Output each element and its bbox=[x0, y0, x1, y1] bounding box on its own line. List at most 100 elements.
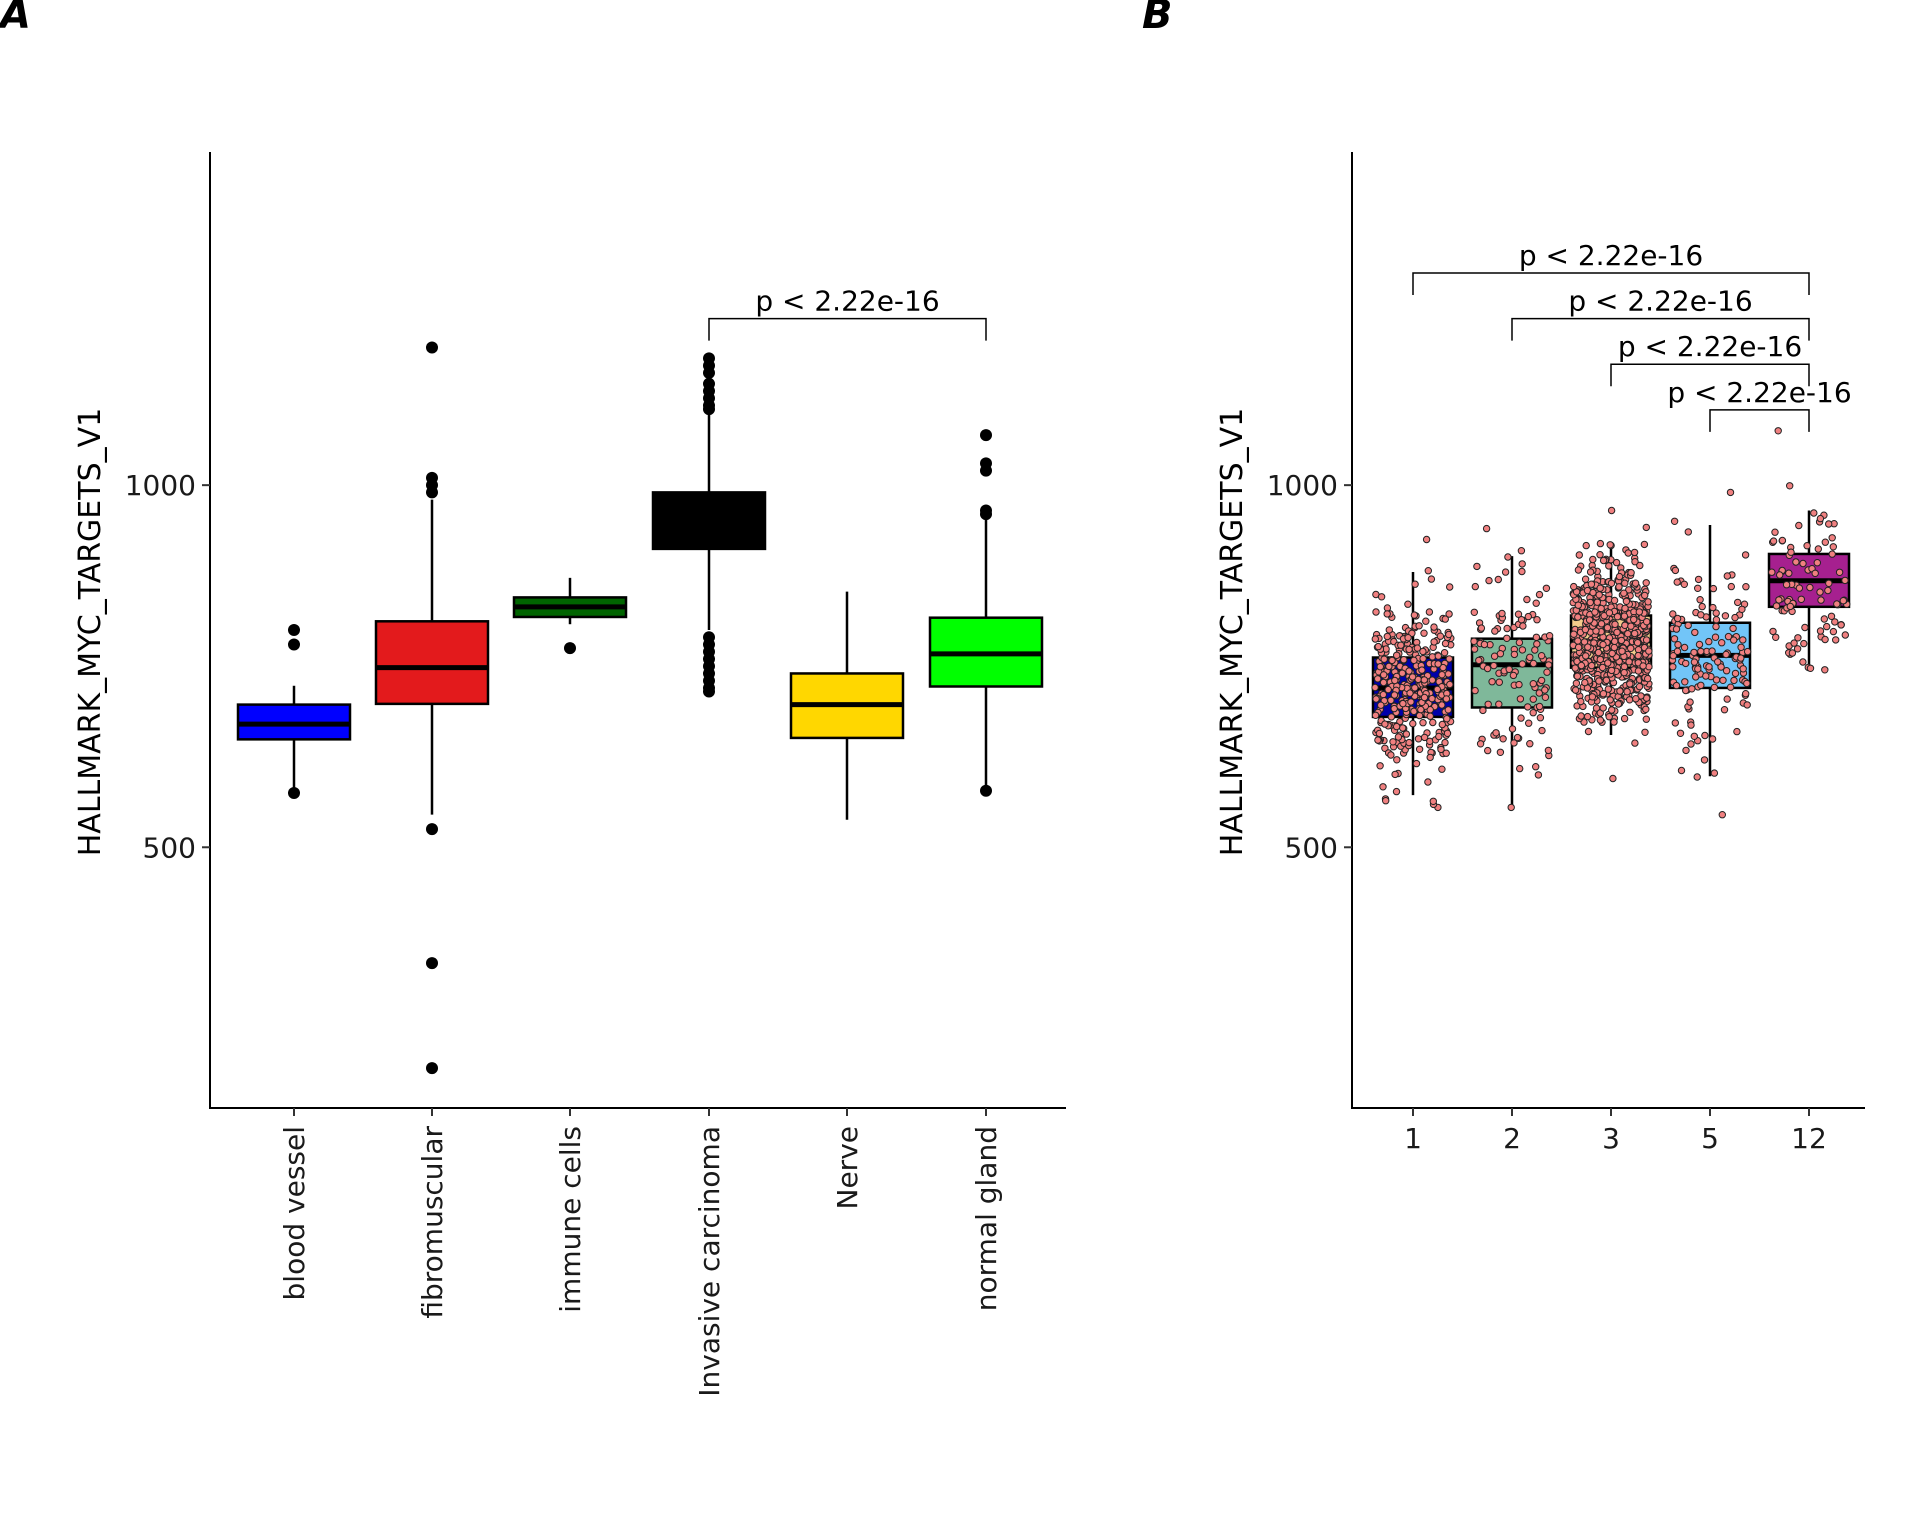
outlier-point bbox=[288, 786, 300, 799]
data-point bbox=[1794, 634, 1802, 642]
data-point bbox=[1710, 683, 1719, 692]
data-point bbox=[1443, 729, 1452, 737]
data-point bbox=[1627, 644, 1635, 652]
data-point bbox=[1592, 627, 1600, 635]
x-tick-label: fibromuscular bbox=[416, 1126, 449, 1319]
data-point bbox=[1643, 618, 1651, 626]
data-point bbox=[1498, 609, 1506, 618]
data-point bbox=[1632, 695, 1640, 703]
data-point bbox=[1590, 639, 1598, 647]
data-point bbox=[1534, 771, 1543, 779]
data-point bbox=[1482, 524, 1491, 533]
data-point bbox=[1441, 639, 1450, 648]
data-point bbox=[1631, 579, 1640, 587]
data-point bbox=[1730, 636, 1738, 644]
data-point bbox=[1625, 586, 1633, 594]
data-point bbox=[1627, 622, 1635, 630]
data-point bbox=[1611, 620, 1619, 628]
data-point bbox=[1525, 719, 1533, 727]
data-point bbox=[1813, 559, 1822, 567]
data-point bbox=[1410, 611, 1419, 619]
data-point bbox=[1775, 596, 1783, 604]
data-point bbox=[1606, 696, 1614, 704]
data-point bbox=[1492, 729, 1500, 737]
data-point bbox=[1828, 550, 1836, 558]
data-point bbox=[1825, 520, 1833, 528]
data-point bbox=[1507, 803, 1515, 812]
data-point bbox=[1810, 509, 1818, 517]
data-point bbox=[1509, 671, 1518, 680]
data-point bbox=[1700, 756, 1709, 764]
data-point bbox=[1631, 558, 1639, 566]
data-point bbox=[1612, 558, 1621, 567]
data-point bbox=[1620, 612, 1629, 620]
data-point bbox=[1414, 735, 1423, 743]
data-point bbox=[1606, 541, 1614, 549]
data-point bbox=[1639, 662, 1647, 670]
data-point bbox=[1613, 613, 1622, 621]
data-point bbox=[1709, 603, 1717, 612]
data-point bbox=[1610, 643, 1619, 652]
data-point bbox=[1739, 636, 1747, 644]
data-point bbox=[1393, 651, 1401, 659]
data-point bbox=[1682, 659, 1690, 668]
data-point bbox=[1591, 608, 1599, 616]
data-point bbox=[1599, 640, 1607, 649]
data-point bbox=[1399, 724, 1407, 732]
data-point bbox=[1407, 698, 1415, 706]
data-point bbox=[1582, 541, 1590, 550]
x-tick-label: normal gland bbox=[970, 1126, 1003, 1311]
box-group bbox=[789, 591, 905, 820]
data-point bbox=[1383, 610, 1391, 618]
data-point bbox=[1626, 680, 1634, 688]
data-point bbox=[1693, 773, 1701, 781]
data-point bbox=[1733, 727, 1741, 736]
data-point bbox=[1769, 627, 1777, 636]
data-point bbox=[1635, 608, 1644, 616]
data-point bbox=[1510, 650, 1519, 659]
data-point bbox=[1793, 645, 1802, 653]
data-point bbox=[1529, 695, 1538, 703]
data-point bbox=[1672, 625, 1681, 633]
data-point bbox=[1394, 733, 1403, 741]
data-point bbox=[1470, 637, 1478, 645]
data-point bbox=[1517, 547, 1526, 555]
data-point bbox=[1519, 622, 1527, 630]
data-point bbox=[1782, 581, 1791, 589]
data-point bbox=[1411, 684, 1419, 692]
data-point bbox=[1698, 602, 1706, 611]
data-point bbox=[1422, 617, 1430, 625]
data-point bbox=[1618, 647, 1626, 655]
data-point bbox=[1379, 783, 1387, 791]
data-point bbox=[1833, 600, 1841, 608]
data-point bbox=[1442, 695, 1451, 703]
data-point bbox=[1727, 582, 1736, 591]
data-point bbox=[1705, 663, 1713, 671]
data-point bbox=[1419, 719, 1427, 727]
x-tick-label: 5 bbox=[1701, 1122, 1719, 1155]
data-point bbox=[1570, 582, 1578, 591]
data-point bbox=[1799, 658, 1807, 666]
data-point bbox=[1385, 626, 1394, 634]
data-point bbox=[1827, 612, 1836, 620]
data-point bbox=[1604, 659, 1612, 667]
data-point bbox=[1832, 636, 1840, 644]
data-point bbox=[1694, 584, 1702, 592]
data-point bbox=[1420, 693, 1429, 702]
outlier-point bbox=[426, 341, 438, 354]
data-point bbox=[1615, 583, 1623, 591]
data-point bbox=[1820, 615, 1829, 623]
data-point bbox=[1392, 787, 1401, 796]
data-point bbox=[1574, 601, 1583, 609]
data-point bbox=[1415, 711, 1424, 720]
data-point bbox=[1605, 562, 1613, 570]
data-point bbox=[1484, 700, 1492, 708]
data-point bbox=[1532, 633, 1541, 641]
data-point bbox=[1583, 712, 1592, 721]
outlier-point bbox=[426, 823, 438, 836]
panel-a-y-axis-title: HALLMARK_MYC_TARGETS_V1 bbox=[73, 408, 108, 857]
data-point bbox=[1408, 673, 1417, 681]
data-point bbox=[1829, 543, 1838, 551]
data-point bbox=[1800, 639, 1808, 648]
